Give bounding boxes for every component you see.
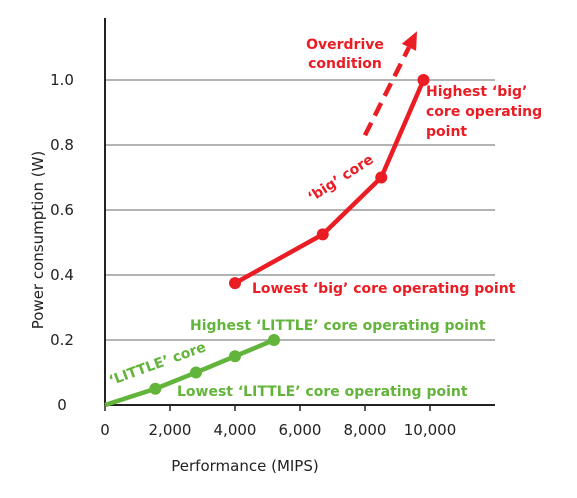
annotation-highest-big-line1: Highest ‘big’ bbox=[426, 84, 527, 100]
x-tick-label: 4,000 bbox=[214, 421, 257, 439]
overdrive-dashed-line bbox=[362, 46, 411, 137]
grid-lines bbox=[105, 79, 495, 341]
annotation-big-core: ‘big’ core bbox=[305, 152, 376, 206]
data-point-little bbox=[268, 334, 280, 346]
data-point-big bbox=[375, 171, 388, 184]
tick-labels: 0 0.2 0.4 0.6 0.8 1.0 0 2,000 4,000 6,000 8,000 10,… bbox=[50, 71, 456, 439]
x-tick-label: 10,000 bbox=[404, 421, 457, 439]
data-point-big bbox=[417, 74, 430, 86]
axes bbox=[104, 18, 495, 406]
annotation-lowest-big: Lowest ‘big’ core operating point bbox=[252, 281, 516, 297]
data-point-little bbox=[229, 350, 241, 363]
y-axis-label: Power consumption (W) bbox=[29, 151, 47, 330]
annotation-overdrive-line1: Overdrive bbox=[306, 37, 384, 53]
annotation-highest-big-line3: point bbox=[426, 124, 467, 140]
y-tick-label: 1.0 bbox=[50, 71, 74, 89]
y-tick-label: 0 bbox=[57, 396, 67, 414]
series-line-big bbox=[233, 79, 426, 286]
y-tick-label: 0.6 bbox=[50, 201, 74, 219]
x-tick-label: 2,000 bbox=[149, 421, 192, 439]
annotation-overdrive-line2: condition bbox=[308, 56, 382, 72]
annotation-little-core: ‘LITTLE’ core bbox=[107, 339, 208, 389]
x-tick-label: 8,000 bbox=[344, 421, 387, 439]
data-point-big bbox=[229, 277, 241, 290]
annotation-highest-little: Highest ‘LITTLE’ core operating point bbox=[190, 318, 486, 334]
x-axis-label: Performance (MIPS) bbox=[171, 457, 318, 475]
annotation-lowest-little: Lowest ‘LITTLE’ core operating point bbox=[177, 384, 468, 400]
overdrive-arrowhead bbox=[401, 31, 417, 51]
y-tick-label: 0.8 bbox=[50, 136, 74, 154]
y-tick-label: 0.2 bbox=[50, 331, 74, 349]
data-point-little bbox=[149, 382, 162, 395]
annotation-highest-big-line2: core operating bbox=[426, 104, 542, 120]
x-tick-label: 6,000 bbox=[279, 421, 322, 439]
series bbox=[104, 31, 430, 408]
y-tick-label: 0.4 bbox=[50, 266, 74, 284]
data-point-big bbox=[316, 228, 329, 241]
data-point-little bbox=[190, 366, 202, 379]
x-tick-label: 0 bbox=[100, 421, 110, 439]
